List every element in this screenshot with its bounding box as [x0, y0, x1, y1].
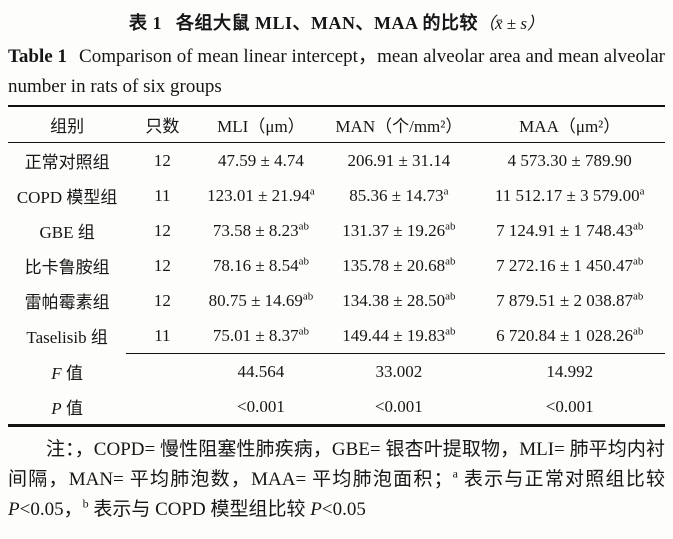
cell-mli: 75.01 ± 8.37ab — [212, 324, 310, 345]
cell-man: <0.001 — [374, 396, 423, 416]
row-bicalutamide: 比卡鲁胺组 12 78.16 ± 8.54ab 135.78 ± 20.68ab… — [8, 248, 665, 283]
cell-man: 149.44 ± 19.83ab — [342, 324, 456, 345]
table-footnote: 注：，COPD= 慢性阻塞性肺疾病，GBE= 银杏叶提取物，MLI= 肺平均内衬… — [8, 439, 665, 520]
sig-mark: ab — [632, 289, 644, 302]
cell-group: GBE 组 — [39, 223, 95, 242]
cell-count: 12 — [153, 290, 171, 310]
cell-count: 11 — [154, 325, 171, 345]
sig-mark-a: a — [452, 466, 458, 481]
comparison-table: 组别 只数 MLI（μm） MAN（个/mm²） MAA（μm²） 正常对照组 … — [8, 105, 665, 427]
cell-man: 33.002 — [323, 353, 475, 389]
sig-mark: ab — [298, 219, 310, 232]
cell-count: 12 — [153, 150, 171, 170]
col-header-maa: MAA（μm²） — [474, 106, 665, 143]
cell-mli: 47.59 ± 4.74 — [218, 150, 304, 170]
sig-mark: a — [443, 184, 449, 197]
cell-man: 135.78 ± 20.68ab — [342, 254, 456, 275]
col-header-group: 组别 — [8, 106, 127, 143]
sig-mark: ab — [445, 289, 456, 302]
cell-man: 131.37 ± 19.26ab — [342, 219, 456, 240]
sig-mark-b: b — [82, 496, 89, 511]
sig-mark: ab — [302, 289, 314, 302]
row-p-value: P 值 <0.001 <0.001 <0.001 — [8, 389, 665, 426]
cell-mli: <0.001 — [237, 396, 285, 416]
cell-man: 85.36 ± 14.73a — [349, 184, 449, 205]
table-number-en: Table 1 — [8, 46, 68, 67]
row-rapamycin: 雷帕霉素组 12 80.75 ± 14.69ab 134.38 ± 28.50a… — [8, 283, 665, 318]
cell-maa: 7 879.51 ± 2 038.87ab — [496, 289, 644, 310]
cell-mli: 73.58 ± 8.23ab — [212, 219, 310, 240]
p-symbol: P — [310, 499, 322, 520]
cell-maa: 14.992 — [474, 353, 665, 389]
col-header-man: MAN（个/mm²） — [323, 106, 475, 143]
row-gbe: GBE 组 12 73.58 ± 8.23ab 131.37 ± 19.26ab… — [8, 213, 665, 248]
table-title-zh-text: 各组大鼠 MLI、MAN、MAA 的比较 — [176, 13, 478, 33]
sig-mark: ab — [298, 324, 310, 337]
table-number-zh: 表 1 — [129, 13, 162, 33]
cell-count: 11 — [154, 185, 171, 205]
mean-sd-notation: （x̄ ± s） — [477, 14, 544, 33]
cell-maa: 6 720.84 ± 1 028.26ab — [496, 324, 644, 345]
sig-mark: ab — [632, 324, 644, 337]
cell-man: 206.91 ± 31.14 — [347, 150, 451, 170]
cell-mli: 78.16 ± 8.54ab — [212, 254, 310, 275]
cell-group: 雷帕霉素组 — [24, 293, 110, 312]
row-normal-control: 正常对照组 12 47.59 ± 4.74 206.91 ± 31.14 4 5… — [8, 143, 665, 179]
sig-mark: ab — [298, 254, 310, 267]
table-title-zh: 表 1 各组大鼠 MLI、MAN、MAA 的比较（x̄ ± s） — [8, 10, 665, 37]
cell-mli: 123.01 ± 21.94a — [207, 184, 315, 205]
cell-group: 比卡鲁胺组 — [24, 258, 110, 277]
sig-mark: ab — [445, 254, 456, 267]
cell-count — [126, 353, 199, 389]
cell-group: F 值 — [51, 363, 83, 383]
sig-mark: ab — [632, 254, 644, 267]
sig-mark: ab — [445, 324, 456, 337]
cell-group: COPD 模型组 — [16, 188, 118, 207]
row-copd-model: COPD 模型组 11 123.01 ± 21.94a 85.36 ± 14.7… — [8, 178, 665, 213]
row-f-value: F 值 44.564 33.002 14.992 — [8, 353, 665, 389]
col-header-count: 只数 — [126, 106, 199, 143]
cell-maa: <0.001 — [545, 396, 594, 416]
header-row: 组别 只数 MLI（μm） MAN（个/mm²） MAA（μm²） — [8, 106, 665, 143]
cell-mli: 44.564 — [198, 353, 324, 389]
cell-count: 12 — [153, 255, 171, 275]
cell-group: P 值 — [51, 399, 83, 418]
cell-count: 12 — [153, 220, 171, 240]
cell-maa: 7 272.16 ± 1 450.47ab — [496, 254, 644, 275]
cell-maa: 7 124.91 ± 1 748.43ab — [496, 219, 644, 240]
cell-maa: 4 573.30 ± 789.90 — [507, 150, 632, 170]
cell-group: 正常对照组 — [24, 153, 110, 172]
cell-maa: 11 512.17 ± 3 579.00a — [494, 184, 645, 205]
cell-count — [126, 389, 198, 426]
sig-mark: a — [639, 184, 645, 197]
p-symbol: P — [8, 499, 20, 520]
row-taselisib: Taselisib 组 11 75.01 ± 8.37ab 149.44 ± 1… — [8, 318, 665, 354]
sig-mark: ab — [445, 219, 456, 232]
table-title-en-text: Comparison of mean linear intercept，mean… — [8, 46, 665, 97]
cell-group: Taselisib 组 — [26, 328, 108, 348]
table-title-en: Table 1 Comparison of mean linear interce… — [8, 42, 665, 102]
cell-man: 134.38 ± 28.50ab — [342, 289, 456, 310]
col-header-mli: MLI（μm） — [198, 106, 324, 143]
cell-mli: 80.75 ± 14.69ab — [208, 289, 314, 310]
sig-mark: a — [309, 184, 315, 197]
sig-mark: ab — [632, 219, 644, 232]
